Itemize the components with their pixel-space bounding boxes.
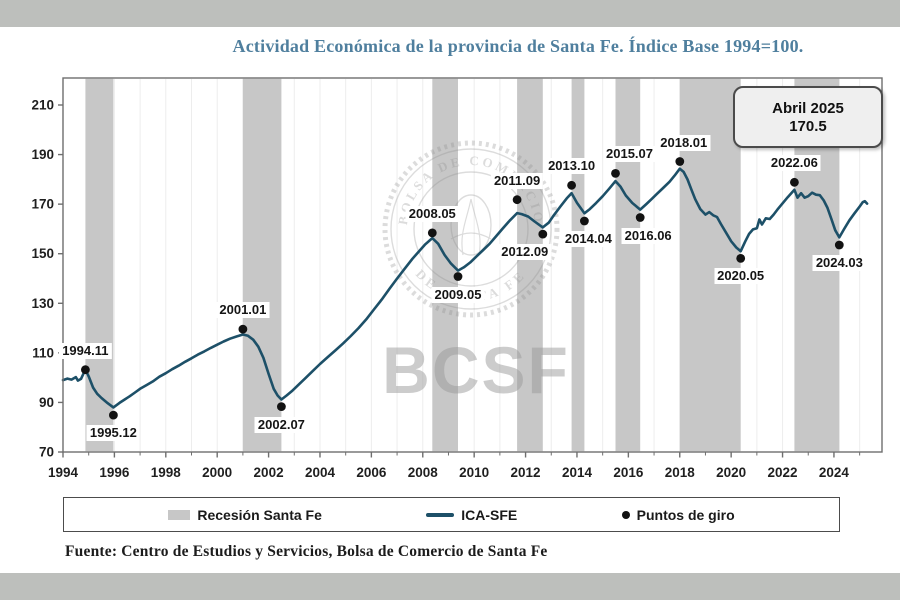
- x-tick-label: 2012: [511, 465, 541, 480]
- legend-label-turning-points: Puntos de giro: [636, 506, 735, 523]
- x-tick-label: 2008: [408, 465, 439, 480]
- turning-point-dot: [277, 402, 286, 411]
- legend-label-ica-sfe: ICA-SFE: [461, 506, 518, 523]
- x-tick-label: 1996: [99, 465, 130, 480]
- turning-point-dot: [538, 229, 548, 239]
- legend-label-recession: Recesión Santa Fe: [197, 506, 322, 523]
- recession-band: [242, 78, 282, 452]
- x-tick-label: 1998: [151, 465, 182, 480]
- x-tick-label: 2020: [716, 465, 746, 480]
- turning-point-dot: [109, 410, 118, 420]
- x-tick-label: 2014: [562, 465, 593, 480]
- recession-band: [679, 78, 741, 452]
- recession-swatch-icon: [168, 509, 191, 520]
- source-note: Fuente: Centro de Estudios y Servicios, …: [65, 543, 548, 560]
- turning-point-dot: [675, 157, 685, 166]
- turning-point-dot: [567, 180, 576, 190]
- ica-sfe-line: [61, 167, 869, 409]
- turning-point-dot: [453, 272, 463, 281]
- turning-point-dot: [580, 216, 589, 226]
- dot-swatch-icon: [621, 510, 630, 519]
- y-tick-label: 130: [31, 296, 54, 311]
- legend-item-ica-sfe: ICA-SFE: [426, 507, 517, 523]
- turning-point-dot: [790, 177, 799, 187]
- x-tick-label: 2004: [305, 465, 336, 480]
- bottom-gray-strip: [0, 573, 900, 600]
- annotation-box: Abril 2025 170.5: [733, 86, 883, 148]
- y-tick-label: 190: [31, 147, 54, 162]
- annotation-value: 170.5: [789, 117, 827, 135]
- recession-band: [571, 78, 585, 452]
- x-tick-label: 2022: [768, 465, 798, 480]
- recession-band: [517, 78, 543, 452]
- turning-point-dot: [427, 228, 437, 238]
- turning-point-dot: [834, 240, 844, 250]
- legend-item-recession: Recesión Santa Fe: [168, 507, 322, 523]
- top-gray-strip: [0, 0, 900, 27]
- chart-title: Actividad Económica de la provincia de S…: [232, 36, 804, 56]
- y-tick-label: 110: [32, 345, 54, 360]
- y-tick-label: 70: [39, 445, 54, 460]
- plot-border: [62, 77, 883, 453]
- y-tick-label: 210: [31, 98, 54, 113]
- x-tick-label: 2018: [665, 465, 696, 480]
- x-tick-label: 1994: [48, 465, 79, 480]
- x-tick-label: 2016: [613, 465, 644, 480]
- turning-point-dot: [512, 195, 522, 205]
- annotation-date: Abril 2025: [772, 99, 844, 117]
- x-tick-label: 2006: [356, 465, 387, 480]
- turning-point-dot: [81, 365, 90, 375]
- bcsf-watermark-text: BCSF: [382, 333, 570, 407]
- turning-point-dot: [635, 213, 645, 222]
- turning-point-dot: [611, 169, 620, 178]
- recession-band: [615, 78, 641, 452]
- recession-band: [85, 78, 114, 452]
- x-tick-label: 2002: [254, 465, 284, 480]
- turning-point-dot: [238, 324, 248, 334]
- y-tick-label: 150: [31, 246, 54, 261]
- x-tick-label: 2000: [202, 465, 232, 480]
- x-tick-label: 2010: [459, 465, 489, 480]
- legend-item-turning-points: Puntos de giro: [621, 506, 735, 523]
- turning-point-dot: [736, 254, 746, 263]
- legend: Recesión Santa Fe ICA-SFE Puntos de giro: [63, 497, 840, 532]
- x-tick-label: 2024: [819, 465, 850, 480]
- line-swatch-icon: [426, 512, 455, 517]
- y-tick-label: 90: [39, 395, 54, 410]
- y-tick-label: 170: [31, 197, 54, 212]
